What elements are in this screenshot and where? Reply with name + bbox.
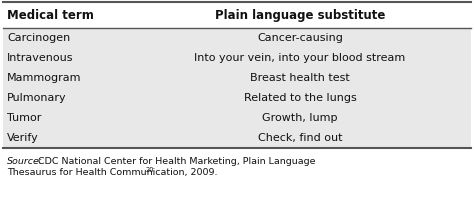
Bar	[3, 28, 471, 48]
Text: Into your vein, into your blood stream: Into your vein, into your blood stream	[194, 53, 406, 63]
Bar	[3, 2, 471, 28]
Text: Growth, lump: Growth, lump	[262, 113, 338, 123]
Text: Cancer-causing: Cancer-causing	[257, 33, 343, 43]
Text: Intravenous: Intravenous	[7, 53, 73, 63]
Text: Related to the lungs: Related to the lungs	[244, 93, 356, 103]
Text: Tumor: Tumor	[7, 113, 41, 123]
Bar	[3, 68, 471, 88]
Text: Breast health test: Breast health test	[250, 73, 350, 83]
Text: Thesaurus for Health Communication, 2009.: Thesaurus for Health Communication, 2009…	[7, 168, 218, 177]
Bar	[3, 48, 471, 68]
Text: Carcinogen: Carcinogen	[7, 33, 70, 43]
Text: Plain language substitute: Plain language substitute	[215, 9, 385, 21]
Text: Medical term: Medical term	[7, 9, 94, 21]
Text: Source:: Source:	[7, 156, 43, 165]
Text: Check, find out: Check, find out	[258, 133, 342, 143]
Text: CDC National Center for Health Marketing, Plain Language: CDC National Center for Health Marketing…	[35, 156, 316, 165]
Text: 20: 20	[146, 167, 155, 173]
Bar	[3, 108, 471, 128]
Text: Verify: Verify	[7, 133, 39, 143]
Bar	[3, 128, 471, 148]
Text: Pulmonary: Pulmonary	[7, 93, 67, 103]
Bar	[3, 88, 471, 108]
Text: Mammogram: Mammogram	[7, 73, 82, 83]
